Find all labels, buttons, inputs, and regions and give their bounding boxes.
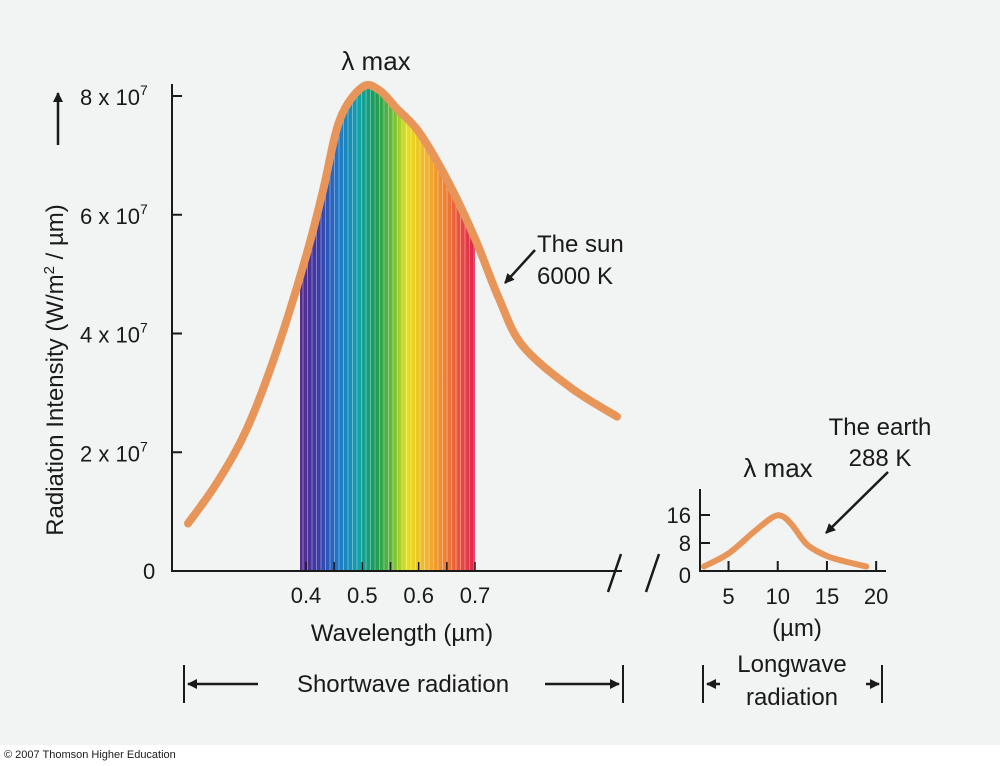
y-tick-label: 8 x 107 bbox=[80, 82, 148, 110]
sun-y-ticks: 0 2 x 107 4 x 107 6 x 107 8 x 107 bbox=[80, 82, 182, 584]
earth-x-tick-label: 10 bbox=[765, 584, 789, 609]
visible-spectrum-band bbox=[300, 84, 475, 571]
sun-curve bbox=[184, 80, 621, 528]
earth-x-axis-title: (µm) bbox=[772, 615, 822, 642]
shortwave-label: Shortwave radiation bbox=[297, 671, 509, 698]
shortwave-band: Shortwave radiation bbox=[183, 665, 624, 703]
longwave-label-line2: radiation bbox=[746, 684, 838, 711]
earth-series-label: The earth bbox=[829, 414, 932, 441]
y-tick-label: 2 x 107 bbox=[80, 438, 148, 466]
longwave-label-line1: Longwave bbox=[737, 651, 846, 678]
sun-axes bbox=[171, 84, 622, 572]
y-tick-label: 0 bbox=[143, 559, 155, 584]
axis-break bbox=[606, 553, 661, 593]
earth-axes bbox=[699, 489, 886, 572]
sun-temperature-label: 6000 K bbox=[537, 263, 613, 290]
longwave-band: Longwave radiation bbox=[702, 651, 883, 711]
earth-x-ticks: 5 10 15 20 bbox=[722, 561, 888, 609]
earth-y-ticks: 0 8 16 bbox=[667, 503, 710, 588]
earth-peak-label: λ max bbox=[743, 453, 812, 483]
earth-y-tick-label: 16 bbox=[667, 503, 691, 528]
svg-text:Radiation Intensity (W/m2 / µm: Radiation Intensity (W/m2 / µm) bbox=[41, 204, 69, 536]
earth-x-tick-label: 20 bbox=[864, 584, 888, 609]
earth-curve bbox=[700, 512, 870, 570]
earth-x-tick-label: 5 bbox=[722, 584, 734, 609]
y-axis-title: Radiation Intensity (W/m2 / µm) bbox=[41, 204, 69, 536]
x-axis-title: Wavelength (µm) bbox=[311, 620, 493, 647]
figure-panel bbox=[0, 0, 1000, 745]
x-tick-label: 0.5 bbox=[347, 583, 378, 608]
sun-x-tick-labels: 0.4 0.5 0.6 0.7 bbox=[291, 562, 491, 608]
sun-peak-label: λ max bbox=[341, 46, 410, 76]
y-tick-label: 6 x 107 bbox=[80, 201, 148, 229]
x-tick-label: 0.7 bbox=[460, 583, 491, 608]
x-tick-label: 0.6 bbox=[403, 583, 434, 608]
sun-label-arrow bbox=[504, 249, 536, 284]
earth-y-tick-label: 8 bbox=[679, 531, 691, 556]
sun-series-label: The sun bbox=[537, 231, 624, 258]
earth-y-tick-label: 0 bbox=[679, 563, 691, 588]
earth-label-arrow bbox=[825, 471, 889, 534]
x-tick-label: 0.4 bbox=[291, 583, 322, 608]
earth-temperature-label: 288 K bbox=[849, 445, 912, 472]
copyright-notice: © 2007 Thomson Higher Education bbox=[4, 749, 176, 761]
earth-x-tick-label: 15 bbox=[815, 584, 839, 609]
y-tick-label: 4 x 107 bbox=[80, 320, 148, 348]
